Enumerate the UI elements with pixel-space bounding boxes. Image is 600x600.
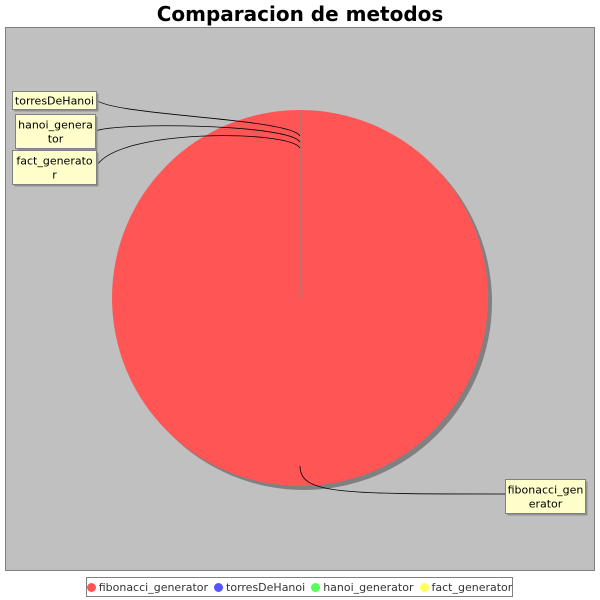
slice-label-fibonacci-generator: erator <box>529 498 563 511</box>
slice-label-torresDeHanoi: torresDeHanoi <box>15 95 94 108</box>
legend-item-hanoi-generator: hanoi_generator <box>311 580 414 594</box>
legend-label: hanoi_generator <box>323 580 414 594</box>
slice-label-hanoi-generator: hanoi_genera <box>18 119 93 132</box>
legend-swatch <box>311 582 321 592</box>
legend-label: fact_generator <box>431 580 513 594</box>
legend-swatch <box>86 582 96 592</box>
chart-legend: fibonacci_generator torresDeHanoi hanoi_ge… <box>86 577 513 597</box>
label-leader-fact-generator <box>95 135 301 168</box>
slice-label-box-hanoi-generator <box>15 114 96 149</box>
legend-label: fibonacci_generator <box>98 580 209 594</box>
legend-swatch <box>214 582 224 592</box>
slice-label-box-torresDeHanoi <box>12 91 97 110</box>
legend-item-fibonacci-generator: fibonacci_generator <box>86 580 209 594</box>
legend-swatch <box>419 582 429 592</box>
slice-label-hanoi-generator: tor <box>48 133 64 146</box>
label-leader-hanoi-generator <box>95 125 301 143</box>
label-leader-torresDeHanoi <box>95 99 301 137</box>
legend-item-fact-generator: fact_generator <box>419 580 513 594</box>
slice-label-box-fibonacci-generator <box>505 479 586 514</box>
legend-item-torresDeHanoi: torresDeHanoi <box>214 581 305 594</box>
legend-label: torresDeHanoi <box>226 580 306 594</box>
slice-label-fact-generator: r <box>52 169 57 182</box>
chart-title: Comparacion de metodos <box>156 2 444 26</box>
label-leader-fibonacci-generator <box>299 465 506 495</box>
slice-label-fibonacci-generator: fibonacci_gen <box>508 484 584 497</box>
slice-label-box-fact-generator <box>12 150 97 185</box>
slice-label-fact-generator: fact_generato <box>16 155 93 168</box>
